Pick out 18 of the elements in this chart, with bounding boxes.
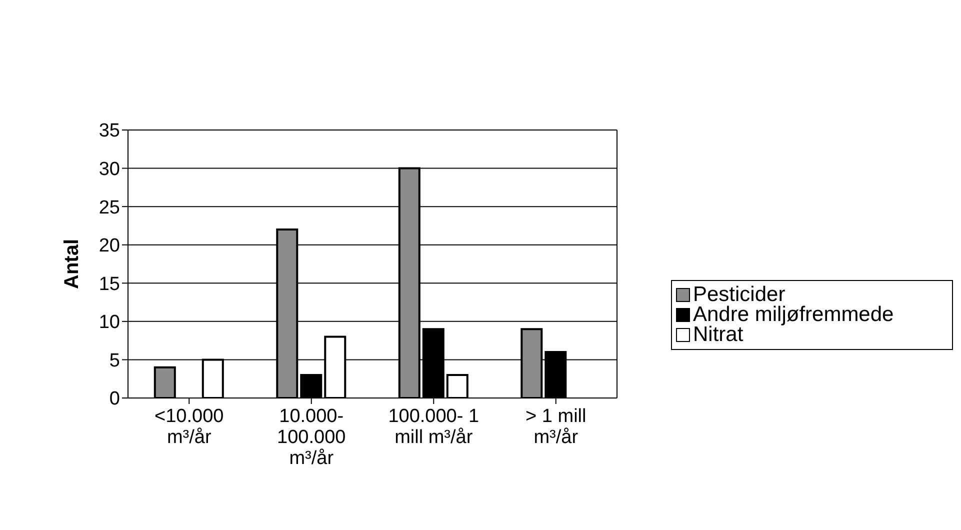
y-axis-title: Antal: [61, 239, 84, 289]
x-tick-label: <10.000 m³/år: [154, 406, 224, 448]
bar: [154, 366, 176, 398]
y-tick-label: 20: [98, 236, 120, 257]
y-tick-label: 30: [98, 159, 120, 180]
legend-label: Nitrat: [693, 323, 744, 347]
y-tick-label: 35: [98, 120, 120, 142]
y-tick-label: 25: [98, 197, 120, 218]
x-tick-label: 100.000- 1 mill m³/år: [388, 406, 480, 448]
legend-label: Pesticider: [693, 283, 786, 306]
y-tick-label: 15: [98, 274, 120, 295]
x-tick-label: > 1 mill m³/år: [526, 406, 586, 448]
bar: [446, 374, 468, 398]
y-tick-label: 10: [98, 312, 120, 334]
y-tick-label: 0: [109, 388, 120, 410]
legend-label: Andre miljøfremmede: [693, 303, 894, 326]
x-tick-label: 10.000-100.000 m³/år: [277, 406, 346, 469]
y-tick-label: 5: [109, 350, 120, 372]
